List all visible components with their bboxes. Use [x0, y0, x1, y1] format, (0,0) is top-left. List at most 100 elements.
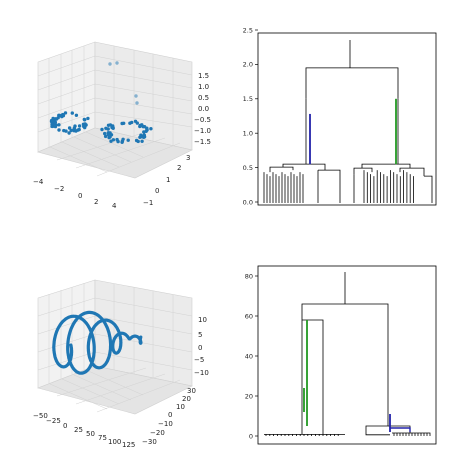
y-tick-label: 1.0	[243, 130, 253, 138]
z-tick: 0	[198, 344, 202, 352]
dendrogram-link	[365, 432, 390, 436]
z-tick: 10	[198, 316, 207, 324]
scatter-point	[138, 135, 142, 139]
scatter-point	[49, 118, 54, 123]
scatter-point	[103, 134, 108, 139]
x-tick-labels: −50 −25 0 25 50 75 100 125	[33, 412, 135, 449]
dendrogram-link	[392, 432, 431, 436]
scatter-point	[77, 124, 82, 128]
scatter-point	[111, 138, 116, 142]
y-tick: 2	[177, 164, 181, 172]
scatter-point	[69, 128, 73, 133]
scatter-point	[57, 128, 61, 132]
dendrogram-link	[318, 169, 341, 203]
scatter-point	[116, 139, 120, 144]
y-tick: 30	[187, 387, 196, 395]
z-tick: 1.0	[198, 83, 209, 91]
dendrogram-link	[305, 67, 399, 99]
scatter-point	[110, 125, 114, 130]
dendrogram-link	[302, 319, 324, 435]
scatter-point	[133, 119, 138, 124]
x-tick: 4	[112, 202, 117, 210]
axes-frame	[257, 32, 437, 206]
pane-floor	[37, 365, 193, 415]
scatter-point	[108, 62, 112, 66]
dendrogram-links	[264, 272, 431, 436]
y-tick-labels: 0.0 0.5 1.0 1.5 2.0 2.5	[243, 26, 258, 206]
scatter-point	[136, 139, 140, 144]
x-tick: −2	[54, 185, 64, 193]
z-tick: 1.5	[198, 72, 209, 80]
scatter-point	[70, 111, 75, 115]
scatter-point	[53, 124, 58, 129]
axes-frame	[257, 265, 437, 445]
scatter-point	[82, 117, 87, 122]
scatter-point	[138, 124, 142, 129]
y-tick-label: 1.5	[243, 95, 253, 103]
scatter-point	[103, 131, 107, 136]
dendrogram-link	[424, 175, 433, 203]
x-tick: 100	[108, 438, 121, 446]
y-tick-label: 0.0	[243, 198, 253, 206]
y-tick: −1	[143, 199, 153, 207]
y-tick: 1	[166, 176, 170, 184]
x-tick: −25	[46, 417, 61, 425]
x-tick: 0	[63, 422, 67, 430]
z-tick: 0.5	[198, 94, 209, 102]
z-tick: −10	[194, 369, 209, 377]
y-tick-label: 2.0	[243, 61, 253, 69]
dendrogram-bottom: 0 20 40 60 80	[245, 265, 437, 445]
dendrogram-link	[365, 320, 389, 432]
y-tick-labels: −30 −20 −10 0 10 20 30	[142, 387, 196, 446]
scatter-point	[115, 61, 119, 65]
scatter-point	[142, 130, 146, 134]
dendrogram-link	[301, 303, 389, 320]
scatter-point	[120, 121, 124, 126]
x-tick: 0	[78, 192, 82, 200]
x-tick: 25	[74, 426, 83, 434]
scatter-point	[67, 131, 71, 135]
scatter-point	[104, 126, 108, 130]
x-tick-labels: −4 −2 0 2 4	[33, 178, 117, 210]
dendrogram-link	[269, 166, 294, 173]
scatter-point	[149, 127, 153, 131]
x-tick: 50	[86, 430, 95, 438]
x-tick: 125	[122, 441, 135, 449]
y-tick: 0	[155, 187, 159, 195]
scatter-point	[77, 127, 81, 132]
scatter-point	[63, 111, 68, 115]
scatter-point	[120, 139, 125, 143]
scatter-point	[140, 139, 144, 143]
y-tick: 3	[186, 154, 190, 162]
y-tick: 10	[176, 403, 185, 411]
scatter-point	[72, 126, 77, 130]
y-tick: 0	[168, 411, 172, 419]
scatter-points	[49, 61, 153, 144]
highlight-segment	[390, 427, 411, 432]
scatter-point	[142, 134, 146, 138]
x-tick: −4	[33, 178, 44, 186]
z-tick: 0.0	[198, 105, 209, 113]
dendrogram-link	[282, 163, 326, 171]
y-tick-label: 2.5	[243, 26, 253, 34]
y-tick: −20	[150, 429, 165, 437]
dendrogram-link	[399, 167, 425, 177]
z-tick-labels: 1.5 1.0 0.5 0.0 −0.5 −1.0 −1.5	[194, 72, 211, 146]
scatter-point	[53, 121, 57, 125]
trajectory-line	[52, 310, 143, 375]
y-tick: 20	[182, 395, 191, 403]
scatter-point	[128, 121, 132, 125]
scatter-point	[106, 123, 111, 128]
z-tick: 5	[198, 331, 202, 339]
y-tick-label: 20	[245, 392, 253, 400]
x-tick: 75	[98, 434, 107, 442]
y-tick-label: 0.5	[243, 164, 253, 172]
y-tick-labels: 0 20 40 60 80	[245, 272, 258, 440]
pane-floor	[37, 127, 193, 179]
scatter-point	[141, 125, 145, 129]
x-tick: −50	[33, 412, 48, 420]
scatter-point	[62, 128, 66, 133]
dendrogram-link	[353, 167, 373, 175]
y-tick: −30	[142, 438, 157, 446]
